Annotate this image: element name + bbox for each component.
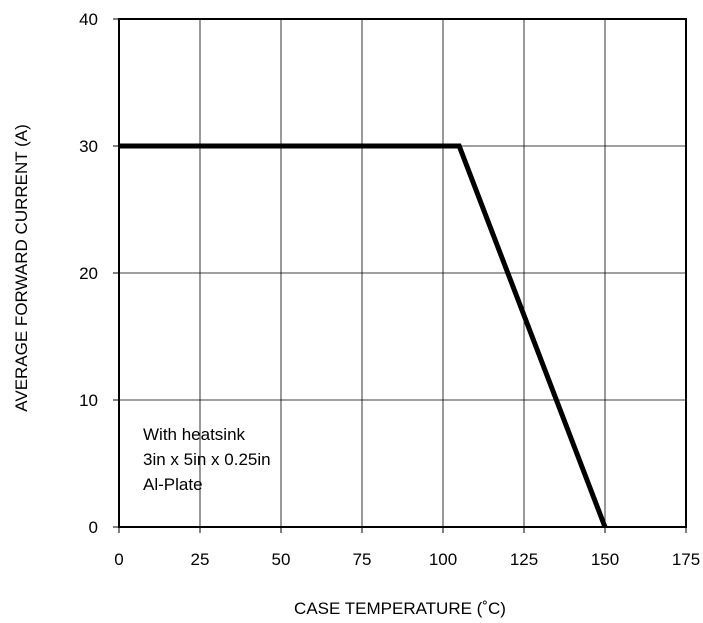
y-axis-title: AVERAGE FORWARD CURRENT (A) [12, 124, 31, 411]
x-tick-label: 150 [591, 550, 619, 569]
y-tick-label: 30 [79, 137, 98, 156]
x-tick-label: 50 [272, 550, 291, 569]
x-axis-title: CASE TEMPERATURE (˚C) [294, 599, 506, 618]
y-tick-label: 10 [79, 391, 98, 410]
annotation-line-3: Al-Plate [143, 475, 203, 494]
tick-labels: 0 25 50 75 100 125 150 175 0 10 20 30 40 [79, 10, 700, 569]
x-tick-label: 25 [191, 550, 210, 569]
x-tick-label: 0 [114, 550, 123, 569]
x-tick-label: 75 [353, 550, 372, 569]
derating-curve [119, 143, 608, 528]
y-tick-label: 20 [79, 264, 98, 283]
y-tick-label: 40 [79, 10, 98, 29]
x-tick-label: 125 [510, 550, 538, 569]
x-tick-label: 175 [672, 550, 700, 569]
annotation-line-1: With heatsink [143, 425, 246, 444]
annotation-line-2: 3in x 5in x 0.25in [143, 450, 271, 469]
y-tick-label: 0 [89, 518, 98, 537]
x-tick-label: 100 [429, 550, 457, 569]
